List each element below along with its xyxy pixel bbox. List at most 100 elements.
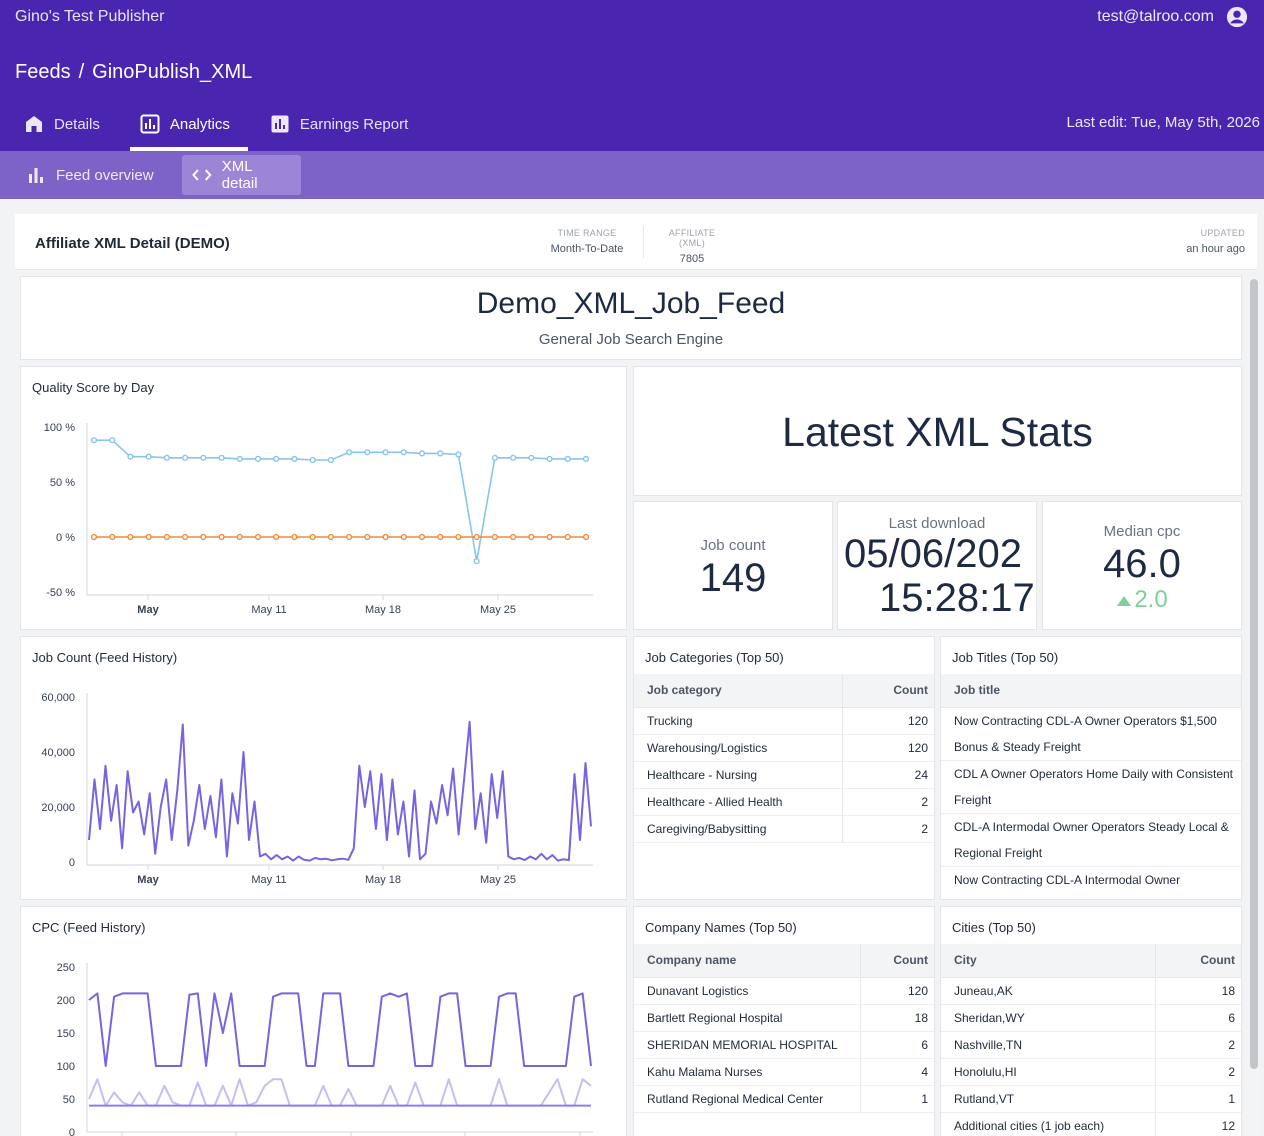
median-cpc-delta-value: 2.0 (1134, 586, 1168, 613)
city-name: Additional cities (1 job each) (941, 1112, 1155, 1136)
quality-score-card: Quality Score by Day 100 % 50 % 0 % -50 % Ma… (20, 366, 627, 630)
data-point (218, 533, 225, 541)
job-titles-card: Job Titles (Top 50) Job title Now Contra… (940, 636, 1242, 900)
home-icon (26, 116, 42, 132)
data-point (473, 533, 480, 541)
col-count[interactable]: Count (859, 944, 934, 978)
tab-analytics[interactable]: Analytics (129, 105, 248, 151)
category-count: 2 (841, 788, 934, 816)
data-point (200, 454, 207, 461)
table-row: Rutland,VT 1 (941, 1085, 1241, 1113)
tab-details[interactable]: Details (24, 105, 104, 143)
y-tick-label: -50 % (46, 587, 75, 599)
job-count-value: 149 (699, 556, 767, 600)
table-row: Additional cities (1 job each) 12 (941, 1112, 1241, 1136)
data-point (346, 533, 353, 541)
data-point (564, 533, 571, 541)
last-download-label: Last download (888, 515, 986, 532)
table-row: Healthcare - Allied Health 2 (634, 788, 934, 816)
data-point (327, 533, 334, 541)
data-point (109, 533, 116, 541)
last-download-date: 05/06/202 (844, 532, 1022, 576)
quality-score-chart: 100 % 50 % 0 % -50 % May May 11 May 18 May 25 (44, 422, 593, 616)
data-point (236, 455, 243, 463)
table-row: SHERIDAN MEMORIAL HOSPITAL 6 (634, 1031, 934, 1059)
data-point (528, 533, 535, 541)
scrollbar-thumb[interactable] (1250, 279, 1258, 1069)
median-cpc-delta: 2.0 (1043, 586, 1241, 614)
job-count-card: Job count 149 (633, 501, 833, 630)
subtab-xml-detail[interactable]: XML detail (182, 155, 301, 195)
data-point (309, 456, 316, 464)
report-icon (271, 115, 289, 133)
y-tick-label: 0 (69, 857, 75, 869)
tab-details-label: Details (54, 115, 100, 133)
job-count-label: Job count (700, 537, 766, 554)
breadcrumb-current: GinoPublish_XML (92, 61, 253, 83)
col-count[interactable]: Count (841, 674, 934, 708)
data-point (200, 533, 207, 541)
data-point (163, 454, 170, 461)
job-title-cell: CDL A Owner Operators Home Daily with Co… (941, 760, 1241, 814)
city-count: 1 (1154, 1085, 1241, 1113)
job-title-cell: CDL-A Intermodal Owner Operators Steady … (941, 813, 1241, 867)
data-point (510, 454, 517, 461)
data-point (528, 454, 535, 461)
account-icon[interactable] (1226, 6, 1248, 28)
category-name: Trucking (634, 707, 842, 735)
table-row: Nashville,TN 2 (941, 1031, 1241, 1059)
sub-navigation: Feed overview XML detail (0, 151, 1264, 199)
table-row: CDL A Owner Operators Home Daily with Co… (941, 760, 1241, 814)
time-range: TIME RANGE Month-To-Date (547, 228, 627, 255)
company-count: 120 (859, 977, 934, 1005)
cities-title: Cities (Top 50) (952, 920, 1036, 935)
category-count: 120 (841, 734, 934, 762)
x-tick-label: May 25 (480, 604, 516, 616)
company-count: 1 (859, 1085, 934, 1113)
y-tick-label: 60,000 (41, 692, 75, 704)
category-name: Healthcare - Allied Health (634, 788, 842, 816)
app-title: Gino's Test Publisher (15, 8, 165, 25)
col-count[interactable]: Count (1154, 944, 1241, 978)
tab-earnings-label: Earnings Report (299, 115, 409, 133)
x-tick-label: May 18 (365, 604, 401, 616)
bar-chart-icon (29, 168, 43, 183)
affiliate: AFFILIATE (XML) 7805 (655, 228, 729, 265)
cpc-history-title: CPC (Feed History) (32, 920, 146, 935)
y-tick-label: 0 % (56, 532, 75, 544)
data-point (236, 533, 243, 541)
data-point (455, 451, 462, 458)
col-company-name[interactable]: Company name (634, 944, 860, 978)
data-point (418, 450, 426, 457)
data-point (291, 533, 298, 541)
table-row: Healthcare - Nursing 24 (634, 761, 934, 789)
col-job-category[interactable]: Job category (634, 674, 842, 708)
data-point (437, 533, 444, 541)
job-count-history-card: Job Count (Feed History) 60,000 40,000 20,… (20, 636, 627, 900)
table-row: Now Contracting CDL-A Intermodal Owner O… (941, 866, 1241, 899)
cities-card: Cities (Top 50) City Count Juneau,AK 18 S… (940, 906, 1242, 1136)
data-point (109, 437, 116, 444)
last-download-time: 15:28:17 (879, 576, 1035, 620)
breadcrumb-separator: / (78, 61, 85, 83)
city-name: Nashville,TN (941, 1031, 1155, 1059)
breadcrumb: Feeds / GinoPublish_XML (15, 61, 252, 84)
subtab-xml-detail-label: XML detail (221, 158, 258, 192)
col-job-title[interactable]: Job title (941, 674, 1241, 708)
latest-stats-card: Latest XML Stats (633, 366, 1242, 496)
breadcrumb-feeds[interactable]: Feeds (15, 61, 71, 83)
up-triangle-icon (1117, 595, 1132, 606)
col-city[interactable]: City (941, 944, 1155, 978)
data-point (273, 455, 280, 463)
data-point (90, 437, 98, 444)
x-tick-label: May (137, 604, 159, 616)
x-tick-label: May 25 (480, 874, 516, 886)
feed-name-card: Demo_XML_Job_Feed General Job Search Eng… (20, 276, 1242, 360)
category-count: 24 (841, 761, 934, 789)
data-point (254, 533, 262, 541)
data-point (564, 455, 571, 463)
x-tick-label: May (137, 874, 159, 886)
subtab-feed-overview[interactable]: Feed overview (16, 155, 164, 195)
user-email[interactable]: test@talroo.com (1097, 8, 1214, 25)
tab-earnings-report[interactable]: Earnings Report (270, 105, 412, 143)
